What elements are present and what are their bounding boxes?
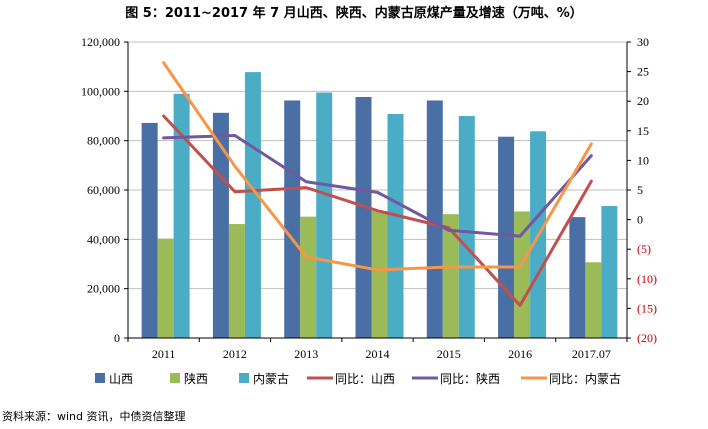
legend-label: 陕西 [184, 371, 208, 386]
legend-yoy-shaanxi: 同比：陕西 [412, 371, 500, 386]
right-tick-label: (15) [637, 301, 657, 315]
x-tick-label: 2011 [152, 347, 176, 361]
bar-shanxi-2015 [426, 100, 443, 339]
bar-shaanxi-2014 [371, 210, 388, 338]
right-tick-label: 10 [637, 153, 649, 167]
right-tick-label: 15 [637, 124, 649, 138]
chart-title: 图 5：2011~2017 年 7 月山西、陕西、内蒙古原煤产量及增速（万吨、%… [125, 6, 583, 21]
legend: 山西 陕西 内蒙古 同比：山西 同比：陕西 同比：内蒙古 [95, 371, 621, 386]
right-tick-label: 0 [637, 213, 643, 227]
bar-inner-mongolia-2013 [316, 92, 333, 338]
bar-shaanxi-2017.07 [585, 262, 602, 338]
bar-shaanxi-2011 [157, 238, 174, 338]
bar-shanxi-2013 [284, 100, 301, 339]
bar-shanxi-2014 [355, 97, 372, 338]
legend-inner-mongolia: 内蒙古 [239, 371, 289, 386]
bar-series [141, 72, 618, 339]
x-axis-ticks: 2011 2012 2013 2014 2015 2016 2017.07 [152, 347, 611, 361]
right-tick-label: 25 [637, 65, 649, 79]
bar-shaanxi-2012 [228, 224, 245, 338]
legend-shanxi: 山西 [95, 372, 133, 386]
x-tick-label: 2016 [508, 347, 532, 361]
right-tick-label: (10) [637, 272, 657, 286]
legend-yoy-shanxi: 同比：山西 [307, 372, 395, 386]
left-tick-label: 40,000 [87, 232, 120, 246]
bar-inner-mongolia-2015 [458, 116, 475, 338]
bar-inner-mongolia-2011 [173, 93, 190, 338]
bar-inner-mongolia-2012 [244, 72, 261, 339]
left-tick-label: 60,000 [87, 183, 120, 197]
legend-swatch [170, 373, 180, 383]
legend-label: 同比：山西 [335, 372, 395, 386]
bar-shanxi-2016 [498, 136, 515, 338]
left-tick-label: 0 [114, 331, 120, 345]
right-tick-label: 20 [637, 94, 649, 108]
right-tick-label: 30 [637, 35, 649, 49]
bar-inner-mongolia-2014 [387, 114, 404, 338]
bar-shaanxi-2015 [442, 214, 459, 338]
legend-label: 山西 [109, 372, 133, 386]
x-tick-label: 2017.07 [572, 347, 611, 361]
right-tick-label: 5 [637, 183, 643, 197]
source-note: 资料来源：wind 资讯，中债资信整理 [2, 410, 186, 423]
legend-label: 同比：陕西 [440, 371, 500, 386]
legend-swatch [95, 373, 105, 383]
bar-shaanxi-2016 [514, 211, 531, 338]
x-tick-label: 2015 [437, 347, 461, 361]
legend-swatch [239, 373, 249, 383]
line-series [162, 61, 593, 307]
x-tick-label: 2014 [366, 347, 390, 361]
legend-shaanxi: 陕西 [170, 371, 208, 386]
right-axis-ticks: (20) (15) (10) (5) 0 5 10 15 20 25 30 [637, 35, 657, 345]
left-tick-label: 120,000 [81, 35, 120, 49]
bar-shanxi-2011 [141, 122, 158, 338]
left-axis-ticks: 0 20,000 40,000 60,000 80,000 100,000 120,000 [81, 35, 120, 345]
legend-label: 同比：内蒙古 [549, 371, 621, 386]
axes [124, 41, 631, 342]
bar-shanxi-2017.07 [569, 217, 586, 338]
legend-label: 内蒙古 [253, 371, 289, 386]
bar-shanxi-2012 [212, 112, 229, 338]
legend-yoy-inner-mongolia: 同比：内蒙古 [521, 371, 621, 386]
bar-inner-mongolia-2017.07 [601, 206, 618, 338]
x-tick-label: 2012 [223, 347, 247, 361]
left-tick-label: 20,000 [87, 282, 120, 296]
right-tick-label: (5) [637, 242, 651, 256]
left-tick-label: 80,000 [87, 134, 120, 148]
bar-shaanxi-2013 [300, 216, 317, 338]
left-tick-label: 100,000 [81, 84, 120, 98]
right-tick-label: (20) [637, 331, 657, 345]
x-tick-label: 2013 [294, 347, 318, 361]
